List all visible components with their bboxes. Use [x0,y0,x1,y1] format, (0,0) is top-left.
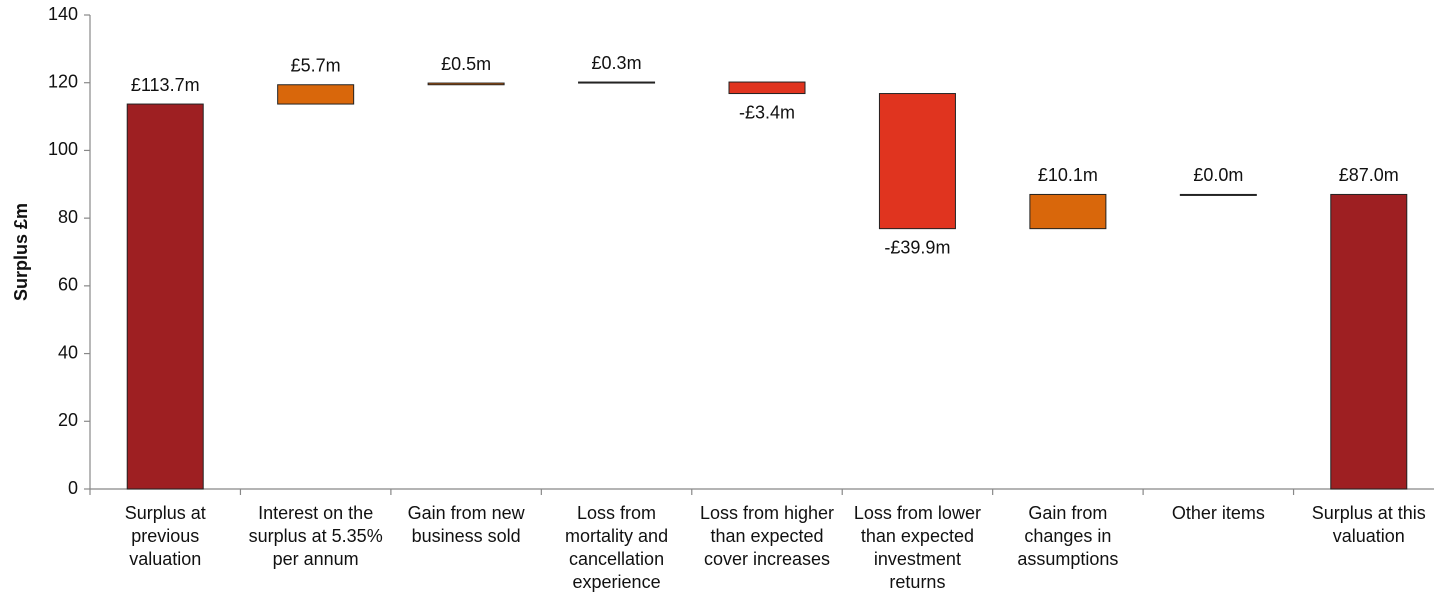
bar [878,93,956,230]
y-tick-label: 80 [58,207,78,227]
value-label: £113.7m [131,75,200,95]
x-tick-label: Gain from changes in assumptions [1017,503,1118,569]
value-label: -£3.4m [739,102,795,122]
bar [578,81,656,84]
y-tick-label: 140 [48,4,78,24]
x-tick-label: Other items [1172,503,1265,523]
bar [126,103,204,490]
y-tick-label: 100 [48,139,78,159]
y-tick-label: 40 [58,342,78,362]
y-axis-title: Surplus £m [11,203,31,301]
bar [1330,193,1408,490]
x-tick-label: Gain from new business sold [408,503,526,546]
value-label: -£39.9m [884,237,950,257]
y-tick-label: 60 [58,275,78,295]
x-tick-label: Surplus at previous valuation [125,503,206,569]
bar [277,84,355,105]
value-label: £0.3m [592,53,642,73]
y-tick-label: 0 [68,478,78,498]
x-tick-label: Loss from lower than expected investment re… [854,503,981,592]
y-tick-label: 20 [58,410,78,430]
bar [1029,193,1107,230]
value-label: £0.0m [1193,165,1243,185]
x-tick-label: Interest on the surplus at 5.35% per annum [249,503,383,569]
x-tick-label: Loss from mortality and cancellation experi… [565,503,668,592]
x-tick-label: Loss from higher than expected cover incre… [700,503,834,569]
y-tick-label: 120 [48,71,78,91]
bar [728,81,806,95]
x-tick-label: Surplus at this valuation [1312,503,1426,546]
value-label: £87.0m [1339,165,1399,185]
bar [1179,193,1257,196]
bar [427,82,505,86]
value-label: £10.1m [1038,165,1098,185]
value-label: £0.5m [441,54,491,74]
value-label: £5.7m [291,55,341,75]
